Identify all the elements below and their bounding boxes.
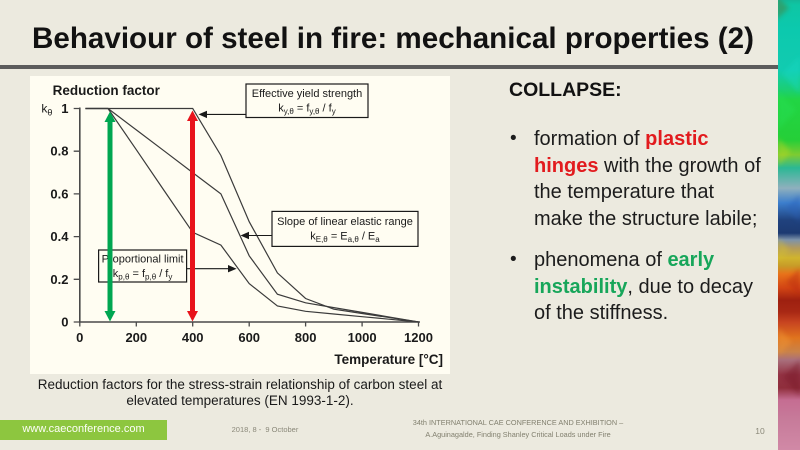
svg-text:0: 0 — [76, 330, 83, 345]
svg-text:1: 1 — [61, 101, 68, 116]
svg-text:0.8: 0.8 — [50, 144, 68, 159]
svg-text:800: 800 — [295, 330, 317, 345]
svg-text:200: 200 — [125, 330, 147, 345]
svg-text:Slope of linear elastic range: Slope of linear elastic range — [277, 216, 413, 228]
svg-text:kθ: kθ — [41, 102, 52, 118]
svg-text:kE,θ = Ea,θ / Ea: kE,θ = Ea,θ / Ea — [310, 231, 380, 245]
svg-text:1200: 1200 — [404, 330, 433, 345]
svg-text:Temperature [°C]: Temperature [°C] — [334, 352, 443, 367]
svg-text:0: 0 — [61, 315, 68, 330]
svg-text:600: 600 — [238, 330, 260, 345]
svg-text:Proportional limit: Proportional limit — [102, 254, 184, 266]
svg-text:Effective yield strength: Effective yield strength — [252, 88, 362, 100]
svg-text:Reduction factor: Reduction factor — [53, 83, 161, 98]
svg-text:1000: 1000 — [348, 330, 377, 345]
svg-text:0.2: 0.2 — [50, 272, 68, 287]
svg-text:0.6: 0.6 — [50, 186, 68, 201]
svg-text:0.4: 0.4 — [50, 229, 69, 244]
svg-text:400: 400 — [182, 330, 204, 345]
